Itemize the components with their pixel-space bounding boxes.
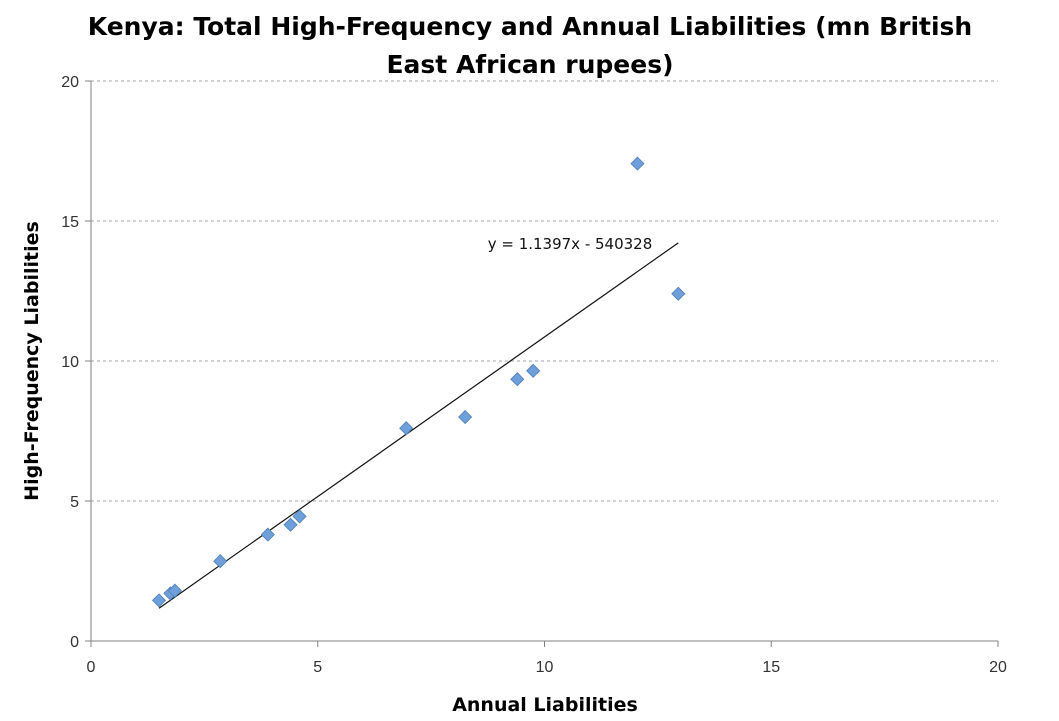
- x-tick-label-3: 15: [762, 659, 780, 676]
- x-tick-label-1: 5: [313, 659, 322, 676]
- x-tick-label-4: 20: [989, 659, 1007, 676]
- x-tick-label-0: 0: [87, 659, 96, 676]
- data-point-12: [671, 286, 686, 301]
- trendline-equation: y = 1.1397x - 540328: [488, 235, 653, 253]
- x-axis-title: Annual Liabilities: [452, 694, 638, 716]
- y-tick-label-4: 20: [61, 74, 79, 91]
- data-point-11: [630, 156, 645, 171]
- x-tick-label-2: 10: [536, 659, 554, 676]
- data-point-6: [292, 509, 307, 524]
- data-point-3: [213, 554, 228, 569]
- data-point-8: [458, 409, 473, 425]
- data-point-0: [151, 593, 167, 608]
- data-point-10: [526, 363, 541, 378]
- y-tick-label-3: 15: [61, 214, 79, 231]
- data-point-2: [167, 583, 182, 598]
- trendline-group: [158, 242, 679, 609]
- chart-title-line-1: Kenya: Total High-Frequency and Annual L…: [88, 12, 972, 41]
- data-point-7: [399, 421, 414, 436]
- axes: [85, 80, 999, 647]
- data-point-9: [510, 372, 525, 387]
- y-tick-label-0: 0: [70, 634, 79, 651]
- data-points: [151, 156, 686, 608]
- y-tick-label-2: 10: [61, 354, 79, 371]
- data-point-5: [283, 517, 298, 532]
- data-point-4: [260, 527, 275, 542]
- gridlines: [91, 80, 998, 502]
- tick-labels: 0 5 10 15 20 0 5 10 15 20: [61, 74, 1007, 676]
- y-tick-label-1: 5: [70, 494, 79, 511]
- trendline: [158, 242, 679, 609]
- chart-title-line-2: East African rupees): [386, 50, 673, 79]
- y-axis-title: High-Frequency Liabilities: [21, 221, 43, 501]
